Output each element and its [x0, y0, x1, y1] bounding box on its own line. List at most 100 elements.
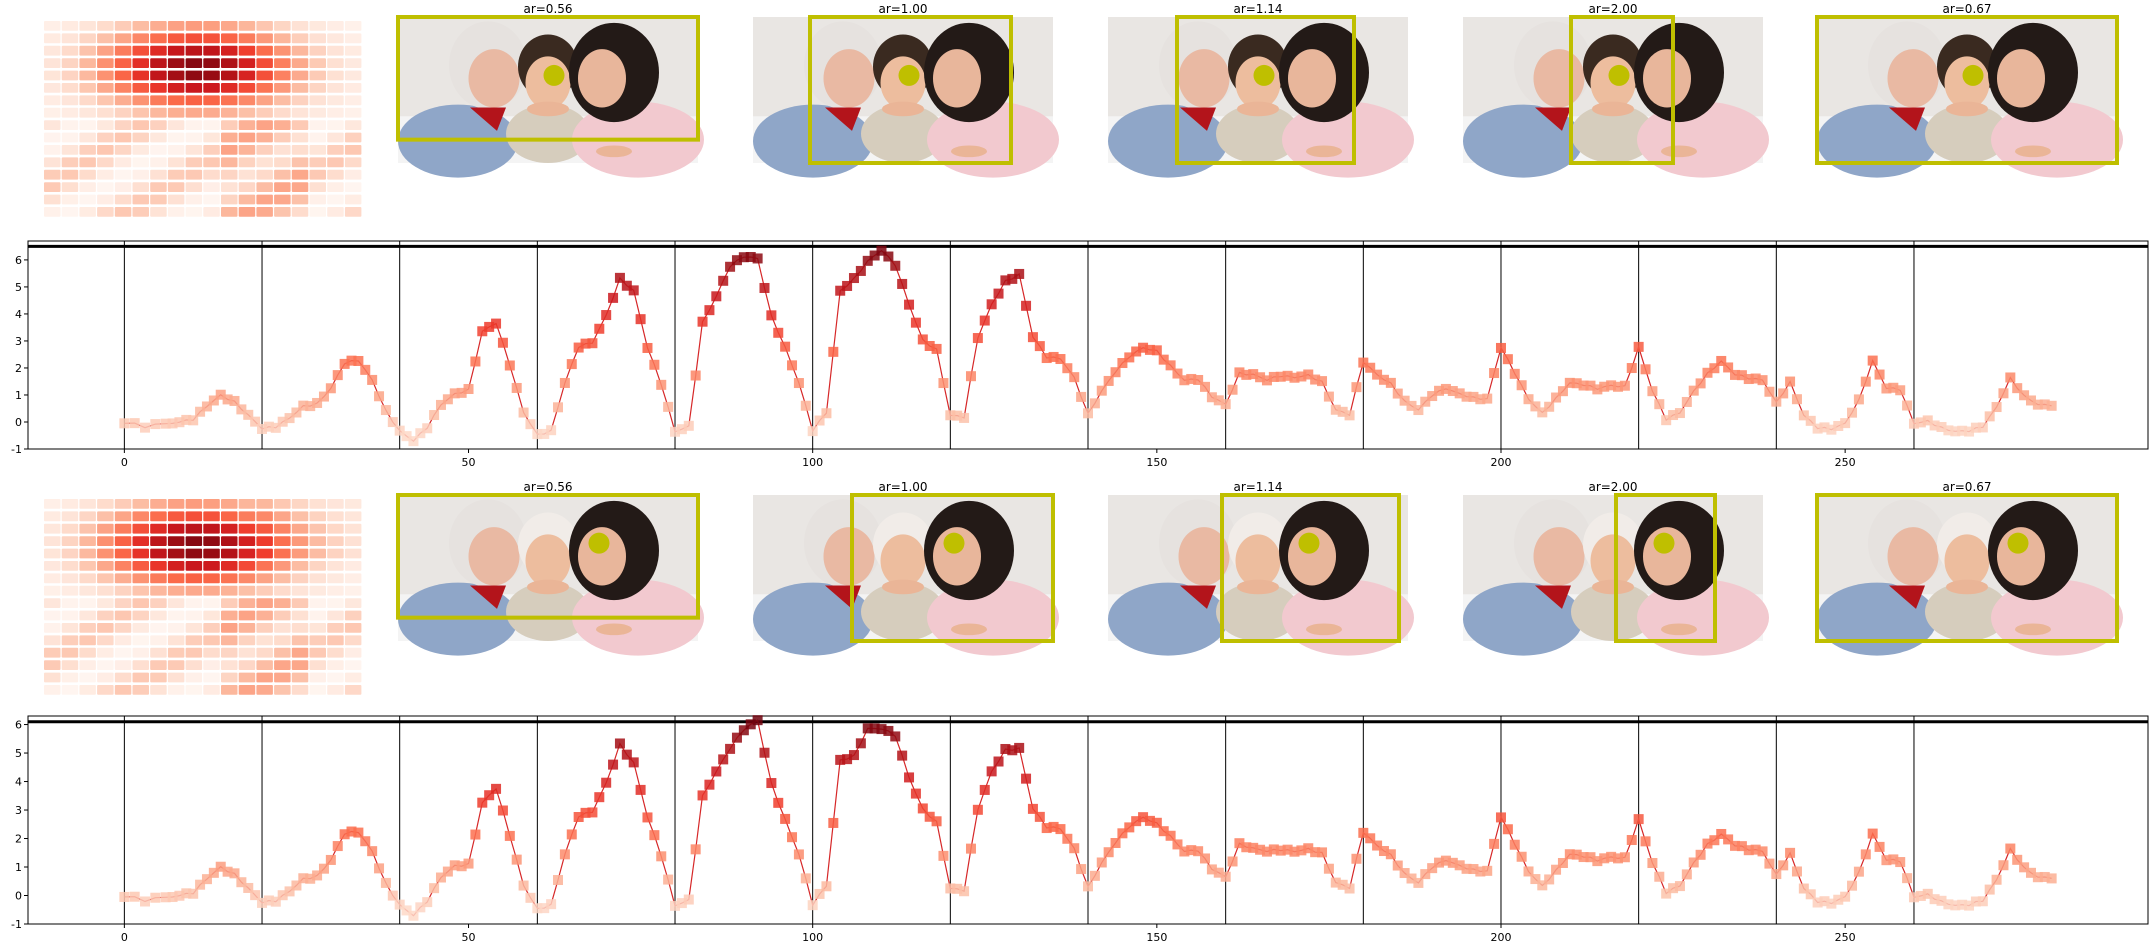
heatmap-cell: [291, 585, 309, 596]
data-point: [876, 245, 887, 256]
data-point: [986, 299, 997, 310]
heatmap-cell: [132, 145, 149, 155]
heatmap-cell: [274, 207, 291, 217]
data-point: [828, 346, 839, 357]
y-tick-label: 3: [15, 335, 22, 348]
data-point: [401, 431, 412, 442]
data-point: [491, 783, 502, 794]
heatmap-cell: [97, 623, 114, 633]
data-point: [1688, 385, 1699, 396]
heatmap-cell: [132, 623, 149, 633]
data-point: [559, 849, 570, 860]
heatmap-cell: [150, 33, 167, 44]
heatmap-cell: [185, 169, 203, 180]
data-point: [1365, 833, 1376, 844]
line-chart: -1 0 1 2 3 4 5 6 0 50 100 150 200 250: [11, 715, 2149, 944]
data-point: [1241, 842, 1252, 853]
heatmap-cell: [185, 635, 203, 646]
heatmap-cell: [79, 95, 96, 106]
heatmap-cell: [274, 21, 291, 31]
data-point: [511, 854, 522, 865]
data-point: [429, 883, 440, 894]
data-point: [1964, 900, 1975, 911]
data-point: [1027, 332, 1038, 343]
heatmap-cell: [203, 647, 220, 658]
heatmap-cell: [150, 169, 167, 180]
middle-person-face: [880, 534, 926, 587]
data-point: [401, 905, 412, 916]
heatmap-cell: [79, 182, 96, 192]
heatmap-cell: [221, 523, 238, 534]
data-point: [1131, 346, 1142, 357]
data-point: [546, 425, 557, 436]
heatmap-cell: [132, 536, 149, 546]
scarf: [470, 585, 506, 609]
heatmap-cell: [309, 33, 326, 44]
heatmap-cell: [114, 548, 132, 559]
hands: [1306, 145, 1342, 158]
heatmap-cell: [291, 623, 309, 633]
data-point: [1110, 838, 1121, 849]
data-point: [1943, 899, 1954, 910]
data-point: [1489, 368, 1500, 379]
heatmap-cell: [344, 635, 362, 646]
data-point: [215, 389, 226, 400]
heatmap-cell: [256, 169, 273, 180]
heatmap-cell: [344, 573, 362, 584]
data-point: [525, 419, 536, 430]
heatmap-cell: [61, 623, 79, 633]
heatmap-cell: [327, 169, 344, 180]
data-point: [656, 379, 667, 390]
heatmap-cell: [291, 573, 309, 584]
right-person-face: [1997, 49, 2045, 108]
data-point: [380, 877, 391, 888]
heatmap-cell: [309, 132, 326, 143]
data-point: [1330, 404, 1341, 415]
data-point: [1330, 877, 1341, 888]
data-point: [670, 426, 681, 437]
data-point: [215, 861, 226, 872]
data-point: [924, 340, 935, 351]
heatmap-cell: [291, 157, 309, 168]
data-point: [924, 811, 935, 822]
data-point: [1619, 852, 1630, 863]
left-person-face: [468, 527, 520, 586]
heatmap-cell: [79, 33, 96, 44]
data-point: [1847, 880, 1858, 891]
heatmap-cell: [344, 660, 362, 670]
thumbnail: ar=1.14: [1108, 480, 1414, 656]
data-point: [731, 255, 742, 266]
data-point: [1041, 823, 1052, 834]
data-point: [1819, 896, 1830, 907]
data-point: [497, 805, 508, 816]
data-point: [374, 863, 385, 874]
left-person-face: [823, 527, 875, 586]
data-point: [587, 338, 598, 349]
heatmap-cell: [185, 194, 203, 205]
data-point: [1888, 382, 1899, 393]
heatmap-cell: [327, 499, 344, 509]
data-point: [1337, 406, 1348, 417]
right-person-face: [933, 49, 981, 108]
data-point: [1674, 881, 1685, 892]
heatmap-cell: [167, 523, 185, 534]
data-point: [635, 784, 646, 795]
data-point: [1743, 374, 1754, 385]
heatmap-cell: [203, 685, 220, 695]
data-point: [1626, 363, 1637, 374]
data-point: [945, 410, 956, 421]
data-point: [1021, 300, 1032, 311]
heatmap-cell: [114, 107, 132, 118]
middle-person-face: [525, 534, 571, 587]
heatmap-cell: [238, 70, 256, 81]
heatmap-cell: [256, 623, 273, 633]
data-point: [1213, 867, 1224, 878]
heatmap-cell: [97, 523, 114, 534]
y-tick-label: 0: [15, 416, 22, 429]
data-point: [1826, 424, 1837, 435]
heatmap-cell: [44, 610, 61, 621]
heatmap-cell: [114, 157, 132, 168]
data-point: [1516, 380, 1527, 391]
data-point: [890, 731, 901, 742]
